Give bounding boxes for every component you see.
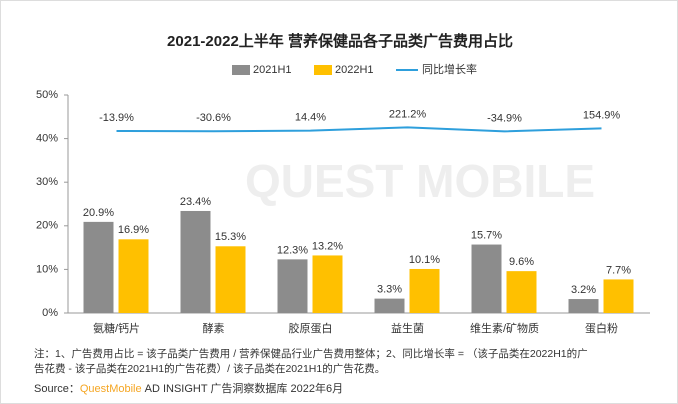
line xyxy=(116,126,602,133)
data-label: 9.6% xyxy=(509,256,534,268)
bar xyxy=(277,259,308,313)
chart-title: 2021-2022上半年 营养保健品各子品类广告费用占比 xyxy=(167,32,513,50)
bar xyxy=(471,244,502,313)
y-tick-label: 10% xyxy=(36,263,58,275)
bar xyxy=(568,299,599,313)
data-label: 154.9% xyxy=(583,109,621,121)
source: Source：QuestMobile AD INSIGHT 广告洞察数据库 202… xyxy=(34,381,343,395)
legend-label: 同比增长率 xyxy=(422,62,477,76)
data-label: 12.3% xyxy=(277,244,308,256)
bar xyxy=(180,210,211,313)
legend-label: 2022H1 xyxy=(335,64,374,76)
data-label: 16.9% xyxy=(118,224,149,236)
data-label: 221.2% xyxy=(389,108,427,120)
watermark: QUEST MOBILE xyxy=(245,155,595,207)
y-tick-label: 30% xyxy=(36,176,58,188)
note: 注：1、广告费用占比 = 该子品类广告费用 / 营养保健品行业广告费用整体；2、… xyxy=(34,347,588,360)
x-tick-label: 蛋白粉 xyxy=(585,321,618,335)
data-label: 14.4% xyxy=(295,111,326,123)
data-label: 23.4% xyxy=(180,196,211,208)
data-label: -13.9% xyxy=(99,112,134,124)
legend-swatch xyxy=(232,65,250,75)
source-brand: QuestMobile xyxy=(80,383,142,395)
note: 告花费 - 该子品类在2021H1的广告花费）/ 该子品类在2021H1的广告花… xyxy=(34,362,385,375)
data-label: 10.1% xyxy=(409,254,440,266)
data-label: 15.7% xyxy=(471,229,502,241)
bar xyxy=(83,221,114,313)
y-tick-label: 0% xyxy=(42,307,58,319)
bar xyxy=(409,268,440,313)
x-tick-label: 酵素 xyxy=(203,322,225,335)
legend-swatch xyxy=(314,65,332,75)
source-text: AD INSIGHT 广告洞察数据库 2022年6月 xyxy=(145,381,343,395)
source-label: Source： xyxy=(34,383,80,395)
x-tick-label: 胶原蛋白 xyxy=(289,321,333,335)
x-tick-label: 氨糖/钙片 xyxy=(93,321,140,335)
bar xyxy=(603,279,634,313)
bar xyxy=(118,239,149,313)
bar xyxy=(215,246,246,313)
data-label: -30.6% xyxy=(196,112,231,124)
bar xyxy=(312,255,343,313)
bar xyxy=(506,271,537,313)
y-tick-label: 40% xyxy=(36,133,58,145)
data-label: 13.2% xyxy=(312,240,343,252)
y-tick-label: 50% xyxy=(36,89,58,101)
x-tick-label: 维生素/矿物质 xyxy=(470,321,539,335)
data-label: 15.3% xyxy=(215,231,246,243)
x-tick-label: 益生菌 xyxy=(391,321,424,335)
y-tick-label: 20% xyxy=(36,220,58,232)
data-label: 7.7% xyxy=(606,264,631,276)
bar xyxy=(374,298,405,313)
legend-label: 2021H1 xyxy=(253,64,292,76)
data-label: 3.2% xyxy=(571,284,596,296)
data-label: -34.9% xyxy=(487,112,522,124)
data-label: 3.3% xyxy=(377,284,402,296)
data-label: 20.9% xyxy=(83,207,114,219)
